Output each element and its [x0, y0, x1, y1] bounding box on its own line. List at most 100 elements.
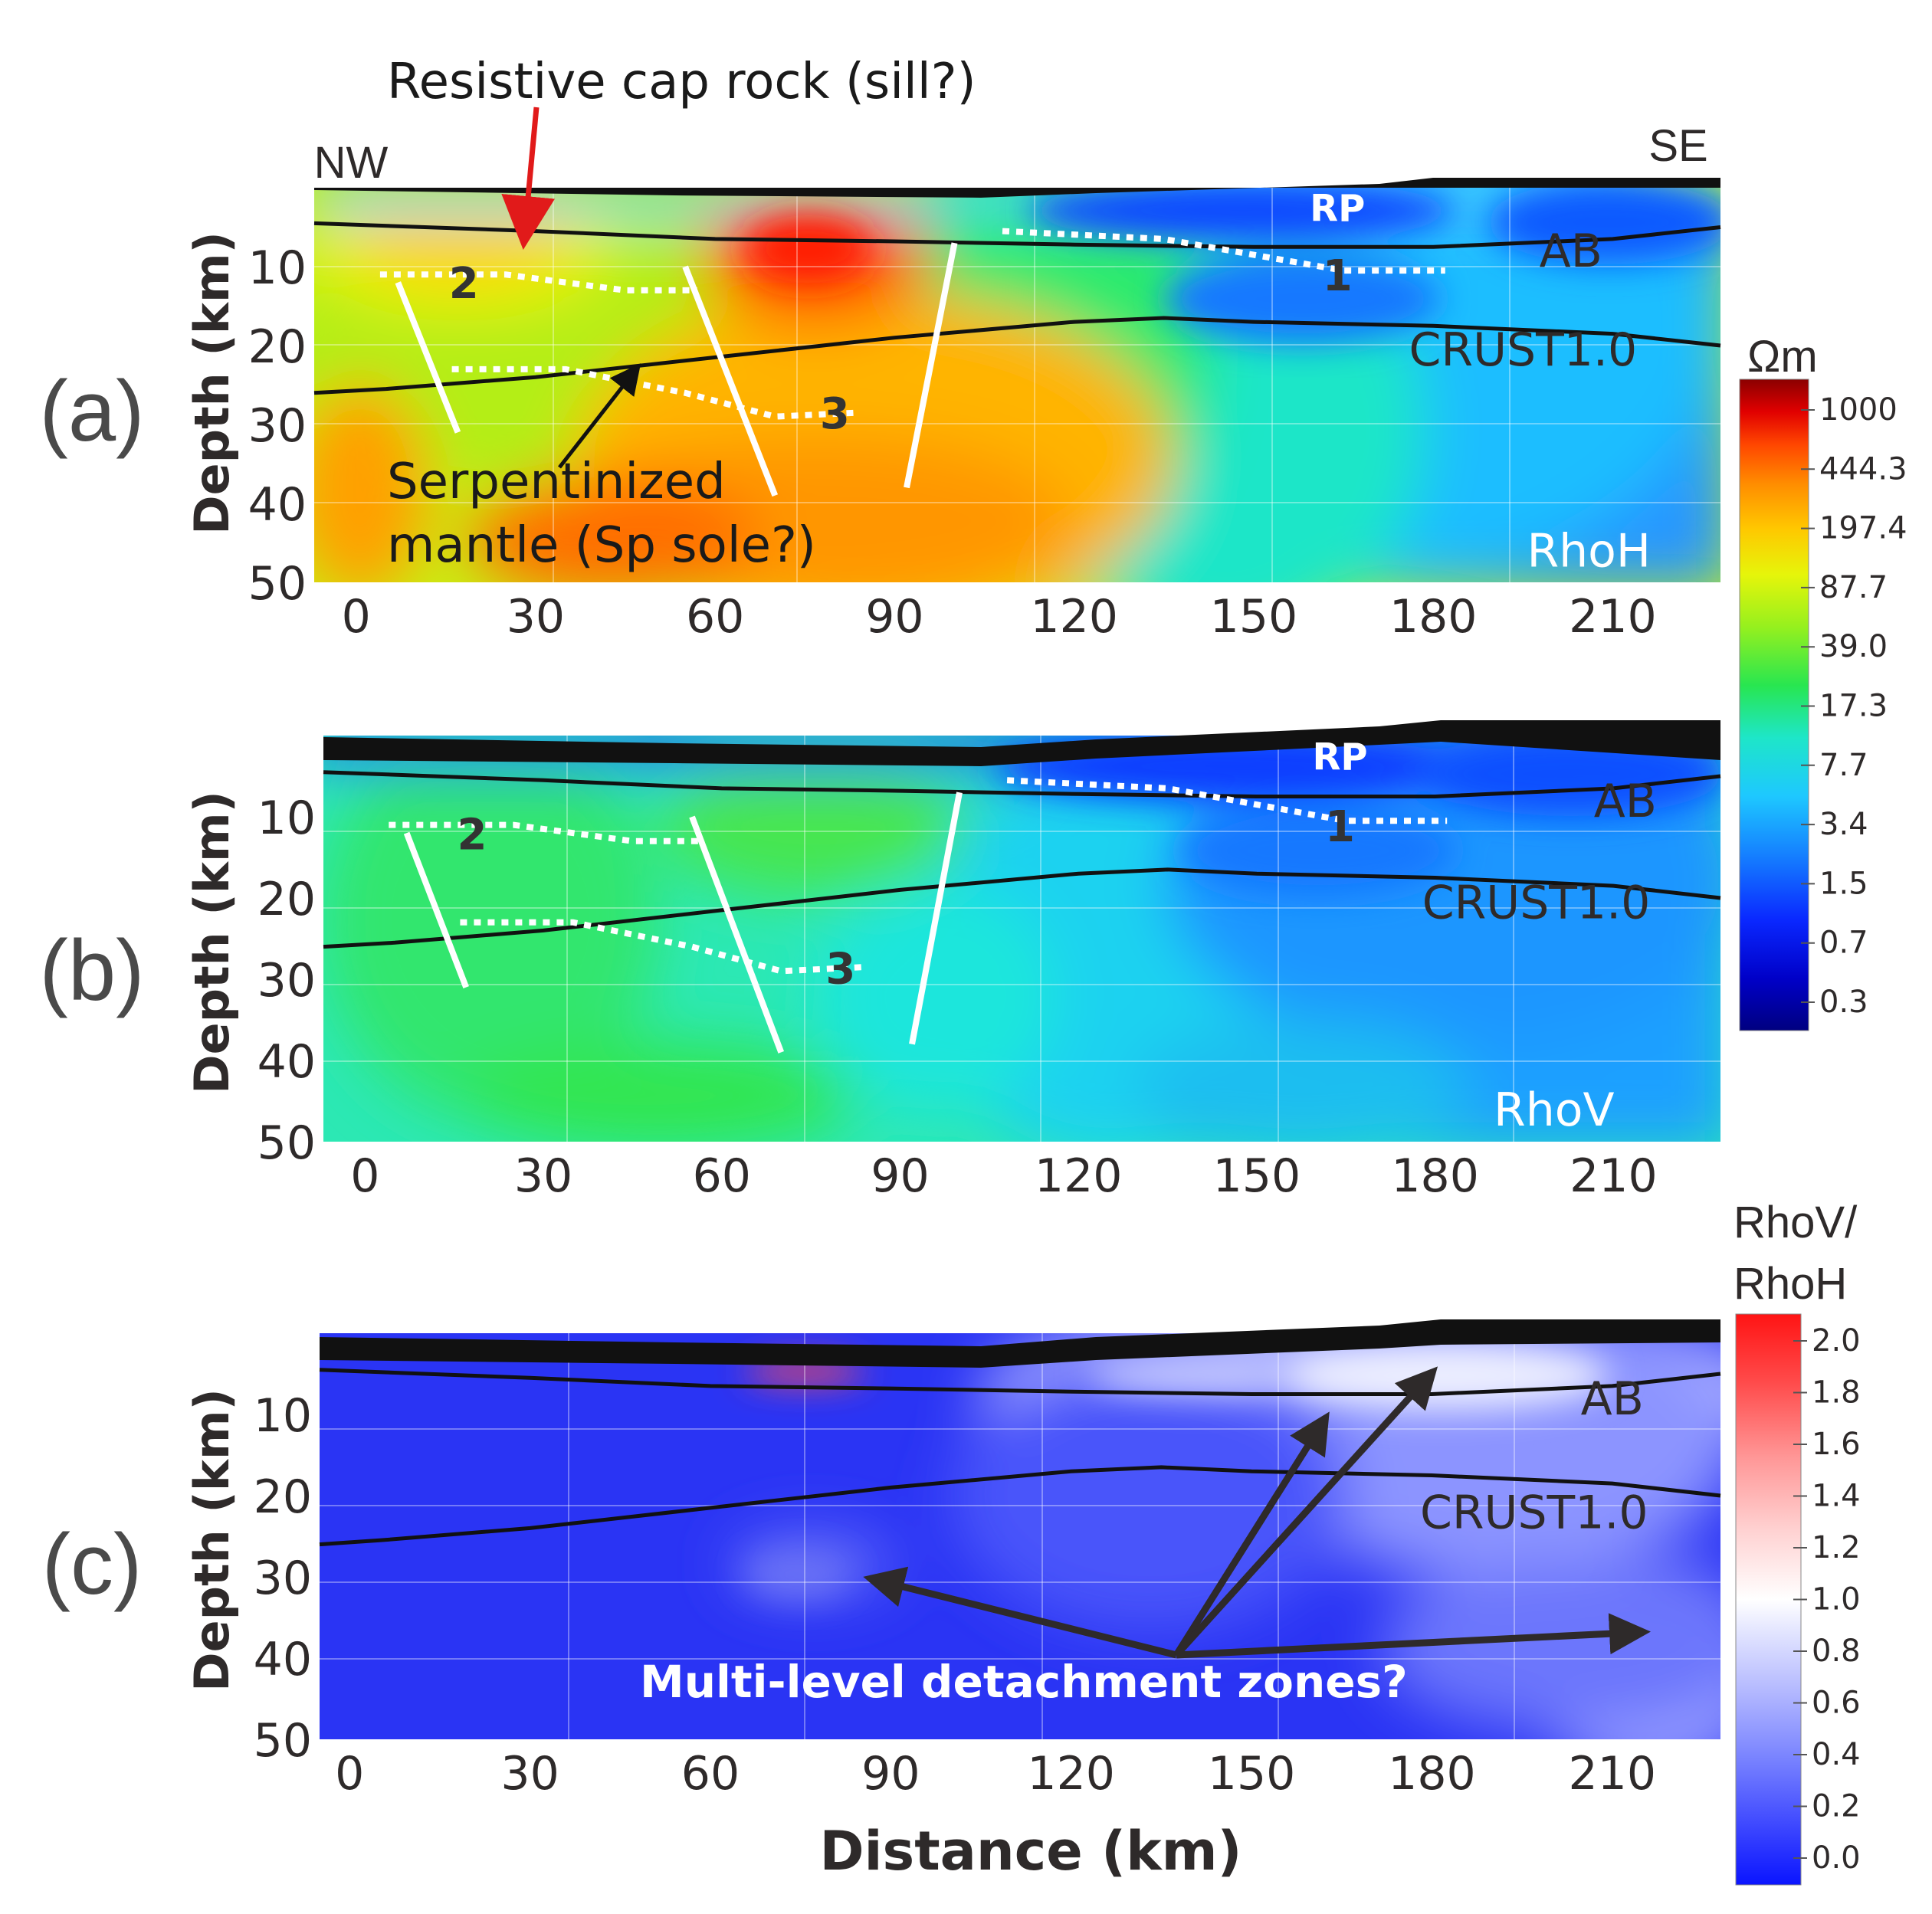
horizon-label-2: 2 — [457, 810, 487, 860]
y-tick-label: 10 — [248, 241, 307, 295]
boundary-crust1-0 — [319, 1465, 1721, 1547]
y-tick-label: 40 — [248, 478, 307, 532]
x-tick-label: 120 — [1030, 590, 1118, 644]
boundary-crust1-0 — [313, 316, 1721, 395]
conductive-horizon-3 — [460, 919, 865, 975]
colorbar-tick-label: 0.0 — [1812, 1840, 1861, 1876]
region-label-ab: AB — [1594, 775, 1657, 828]
colorbar-resistivity-ticks: 1000 444.3 197.4 87.7 39.0 17.3 7.7 3.4 1.5 0.7 0.… — [1801, 392, 1907, 1020]
colorbar-tick-label: 0.2 — [1812, 1789, 1861, 1824]
colorbar-ratio-bar — [1735, 1313, 1802, 1886]
colorbar-ratio-ticks: 2.0 1.8 1.6 1.4 1.2 1.0 0.8 0.6 0.4 0.2 0.0 — [1793, 1323, 1861, 1876]
panel-b-lines — [323, 770, 1721, 1054]
horizon-label-3: 3 — [820, 389, 850, 439]
x-tick-label: 150 — [1213, 1149, 1301, 1203]
region-label-rhov: RhoV — [1494, 1083, 1614, 1137]
panel-a-lines — [313, 221, 1721, 497]
panel-c-gridlines — [320, 1333, 1720, 1739]
panel-b-label: (b) — [40, 923, 145, 1018]
x-tick-label: 150 — [1208, 1747, 1296, 1801]
y-tick-label: 10 — [257, 791, 316, 845]
horizon-label-3: 3 — [825, 944, 855, 994]
boundary-ab — [313, 221, 1721, 249]
fault-line-2 — [682, 265, 779, 497]
direction-se: SE — [1648, 121, 1707, 171]
x-tick-label: 210 — [1569, 1747, 1657, 1801]
colorbar-tick-label: 197.4 — [1819, 511, 1907, 546]
colorbar-tick-label: 1.8 — [1812, 1375, 1861, 1411]
horizon-label-1: 1 — [1325, 802, 1355, 852]
horizon-label-1: 1 — [1323, 251, 1353, 301]
region-label-rp: RP — [1310, 187, 1365, 230]
region-label-crust1-0: CRUST1.0 — [1420, 1486, 1648, 1539]
fault-line-2 — [689, 815, 785, 1054]
x-tick-label: 60 — [681, 1747, 740, 1801]
region-label-rhoh: RhoH — [1527, 524, 1651, 578]
panel-c: AB CRUST1.0 10 20 30 40 50 0 30 60 90 120 150 180 21… — [42, 1319, 1721, 1883]
x-tick-label: 210 — [1569, 590, 1657, 644]
y-tick-label: 40 — [254, 1633, 312, 1686]
colorbar-tick-label: 87.7 — [1819, 570, 1888, 605]
colorbar-resistivity-title: Ωm — [1747, 332, 1818, 382]
y-tick-label: 40 — [257, 1035, 316, 1089]
colorbar-resistivity-bar — [1739, 379, 1809, 1031]
colorbar-tick-label: 1.0 — [1812, 1582, 1861, 1617]
fault-line-3 — [904, 242, 958, 489]
panel-a: 1 2 3 RP AB CRUST1.0 RhoH 10 20 30 40 50 0 30 60 90 12… — [40, 54, 1721, 644]
x-tick-label: 90 — [861, 1747, 920, 1801]
x-tick-label: 60 — [693, 1149, 751, 1203]
colorbar-tick-label: 0.3 — [1819, 985, 1868, 1020]
y-tick-label: 50 — [257, 1116, 316, 1170]
colorbar-tick-label: 1.6 — [1812, 1427, 1861, 1462]
fault-line-3 — [909, 791, 963, 1045]
y-tick-label: 30 — [257, 954, 316, 1008]
detachment-arrow-3 — [1173, 1366, 1438, 1658]
detachment-arrows — [863, 1366, 1651, 1659]
panel-b-x-ticks: 0 30 60 90 120 150 180 210 — [350, 1149, 1657, 1203]
detachment-annotation: Multi-level detachment zones? — [640, 1656, 1408, 1708]
colorbar-tick-label: 444.3 — [1819, 451, 1907, 487]
region-label-ab: AB — [1581, 1372, 1644, 1426]
detachment-arrow-2 — [1173, 1411, 1330, 1657]
fault-line-1 — [395, 281, 461, 434]
colorbar-tick-label: 3.4 — [1819, 807, 1868, 842]
y-tick-label: 30 — [248, 399, 307, 453]
colorbar-tick-label: 0.8 — [1812, 1634, 1861, 1669]
region-label-ab: AB — [1540, 225, 1602, 278]
y-tick-label: 50 — [254, 1714, 312, 1768]
y-tick-label: 20 — [257, 873, 316, 926]
conductive-horizon-1 — [1002, 228, 1445, 274]
region-label-crust1-0: CRUST1.0 — [1409, 323, 1637, 377]
x-tick-label: 180 — [1389, 590, 1478, 644]
colorbar-tick-label: 17.3 — [1819, 689, 1888, 724]
serpentinized-annotation-line2: mantle (Sp sole?) — [387, 517, 816, 574]
y-tick-label: 20 — [254, 1470, 312, 1524]
panel-b-labels: 1 2 3 RP AB CRUST1.0 RhoV — [457, 736, 1657, 1137]
panel-c-xlabel: Distance (km) — [819, 1820, 1242, 1883]
colorbar-tick-label: 1.5 — [1819, 866, 1868, 901]
serpentinized-arrow — [558, 363, 641, 469]
panel-c-labels: AB CRUST1.0 — [1420, 1372, 1648, 1539]
detachment-arrow-4 — [1176, 1613, 1651, 1659]
x-tick-label: 0 — [335, 1747, 364, 1801]
panel-a-y-ticks: 10 20 30 40 50 — [248, 241, 307, 611]
y-tick-label: 10 — [254, 1389, 312, 1443]
x-tick-label: 90 — [871, 1149, 929, 1203]
panel-a-gridlines — [314, 188, 1720, 582]
panel-b-ylabel: Depth (km) — [184, 791, 240, 1094]
colorbar-tick-label: 39.0 — [1819, 629, 1888, 664]
direction-nw: NW — [314, 138, 389, 188]
cap-rock-annotation: Resistive cap rock (sill?) — [387, 54, 976, 110]
x-tick-label: 0 — [342, 590, 371, 644]
panel-c-y-ticks: 10 20 30 40 50 — [254, 1389, 312, 1768]
panel-b-topography — [323, 720, 1720, 766]
conductive-horizon-2 — [389, 821, 704, 844]
colorbar-tick-label: 2.0 — [1812, 1323, 1861, 1358]
colorbar-tick-label: 7.7 — [1819, 748, 1868, 783]
panel-c-label: (c) — [42, 1516, 143, 1612]
x-tick-label: 150 — [1210, 590, 1298, 644]
colorbar-resistivity: Ωm 1000 444.3 197.4 87.7 39.0 17.3 7.7 3.4 1.5 0.… — [1739, 332, 1907, 1031]
x-tick-label: 90 — [865, 590, 923, 644]
panel-a-label: (a) — [40, 363, 145, 459]
